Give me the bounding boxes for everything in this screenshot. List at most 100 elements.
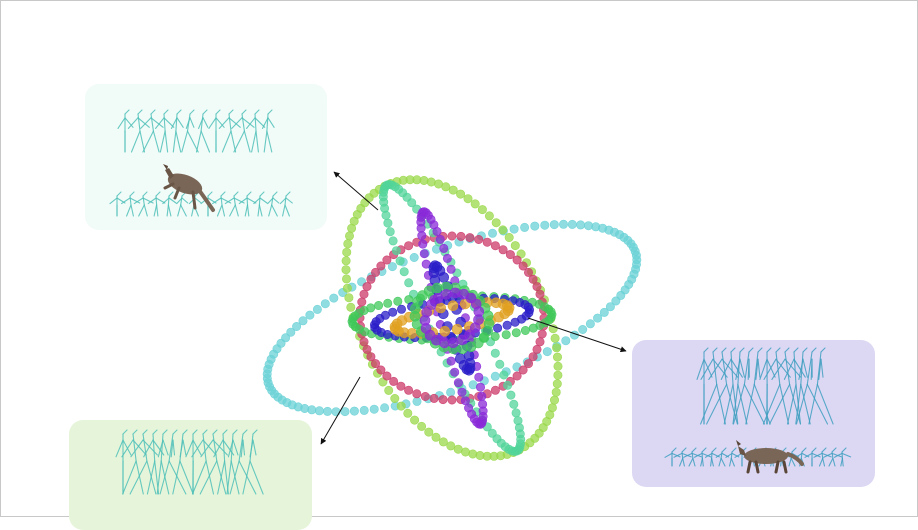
orbit-bead: [367, 304, 375, 312]
orbit-bead: [397, 382, 405, 390]
orbit-bead: [551, 334, 559, 342]
orbit-bead: [363, 345, 371, 353]
orbit-bead: [529, 324, 537, 332]
orbit-bead: [342, 257, 350, 265]
orbit-bead: [385, 386, 393, 394]
orbit-bead: [553, 380, 561, 388]
orbit-bead: [418, 231, 426, 239]
orbit-bead: [553, 353, 561, 361]
orbit-bead: [554, 362, 562, 370]
orbit-bead: [491, 349, 499, 357]
orbit-bead: [446, 388, 454, 396]
orbit-bead: [321, 300, 329, 308]
orbit-bead: [466, 233, 474, 241]
orbit-bead: [559, 220, 567, 228]
orbit-bead: [491, 242, 499, 250]
orbit-bead: [593, 314, 601, 322]
orbit-bead: [432, 433, 440, 441]
orbit-bead: [452, 324, 462, 334]
orbit-bead: [443, 254, 451, 262]
orbit-bead: [485, 212, 493, 220]
orbit-bead: [448, 396, 456, 404]
orbit-bead: [448, 301, 458, 311]
orbit-bead: [536, 290, 544, 298]
orbit-bead: [330, 294, 338, 302]
orbit-bead: [475, 235, 483, 243]
orbit-bead: [347, 303, 355, 311]
orbit-bead: [458, 388, 466, 396]
orbit-bead: [484, 319, 494, 329]
orbit-bead: [541, 221, 549, 229]
orbit-bead: [552, 344, 560, 352]
orbit-bead: [510, 225, 518, 233]
orbit-diagram: [0, 0, 918, 517]
orbit-bead: [466, 293, 476, 303]
orbit-bead: [586, 320, 594, 328]
orbit-bead: [345, 294, 353, 302]
orbit-bead: [493, 324, 501, 332]
orbit-bead: [360, 406, 368, 414]
orbit-bead: [471, 200, 479, 208]
orbit-bead: [510, 400, 518, 408]
orbit-bead: [389, 308, 397, 316]
orbit-bead: [500, 371, 508, 379]
orbit-bead: [552, 388, 560, 396]
orbit-bead: [397, 402, 405, 410]
orbit-bead: [413, 390, 421, 398]
orbit-bead: [451, 368, 459, 376]
orbit-bead: [521, 326, 529, 334]
orbit-bead: [491, 372, 499, 380]
orbit-bead: [502, 331, 510, 339]
orbit-bead: [380, 404, 388, 412]
orbit-bead: [478, 205, 486, 213]
orbit-bead: [350, 407, 358, 415]
orbit-bead: [531, 222, 539, 230]
orbit-bead: [433, 227, 441, 235]
orbit-bead: [447, 357, 455, 365]
orbit-bead: [512, 329, 520, 337]
orbit-bead: [440, 326, 450, 336]
orbit-bead: [524, 303, 532, 311]
orbit-bead: [568, 220, 576, 228]
orbit-bead: [447, 442, 455, 450]
orbit-bead: [439, 438, 447, 446]
orbit-bead: [392, 247, 400, 255]
orbit-bead: [410, 416, 418, 424]
orbit-bead: [420, 250, 428, 258]
orbit-bead: [448, 232, 456, 240]
orbit-bead: [457, 232, 465, 240]
orbit-bead: [520, 223, 528, 231]
orbit-bead: [629, 243, 637, 251]
orbit-bead: [499, 226, 507, 234]
orbit-bead: [425, 428, 433, 436]
orbit-bead: [505, 233, 513, 241]
orbit-bead: [404, 409, 412, 417]
orbit-bead: [315, 407, 323, 415]
orbit-bead: [449, 186, 457, 194]
orbit-bead: [404, 242, 412, 250]
orbit-bead: [439, 395, 447, 403]
orbit-bead: [404, 386, 412, 394]
orbit-bead: [405, 279, 413, 287]
orbit-bead: [454, 379, 462, 387]
orbit-bead: [483, 238, 491, 246]
orbit-bead: [488, 229, 496, 237]
orbit-bead: [394, 297, 402, 305]
orbit-bead: [384, 299, 392, 307]
orbit-bead: [344, 240, 352, 248]
orbit-bead: [511, 318, 519, 326]
orbit-bead: [342, 266, 350, 274]
orbit-bead: [343, 248, 351, 256]
orbit-bead: [345, 232, 353, 240]
orbit-bead: [342, 275, 350, 283]
orbit-bead: [600, 308, 608, 316]
orbit-bead: [550, 220, 558, 228]
orbit-bead: [457, 335, 467, 345]
orbit-bead: [514, 445, 522, 453]
orbit-bead: [576, 221, 584, 229]
orbit-bead: [491, 386, 499, 394]
orbit-bead: [432, 283, 442, 293]
orbit-bead: [478, 392, 486, 400]
orbit-bead: [536, 338, 544, 346]
orbit-bead: [397, 305, 405, 313]
